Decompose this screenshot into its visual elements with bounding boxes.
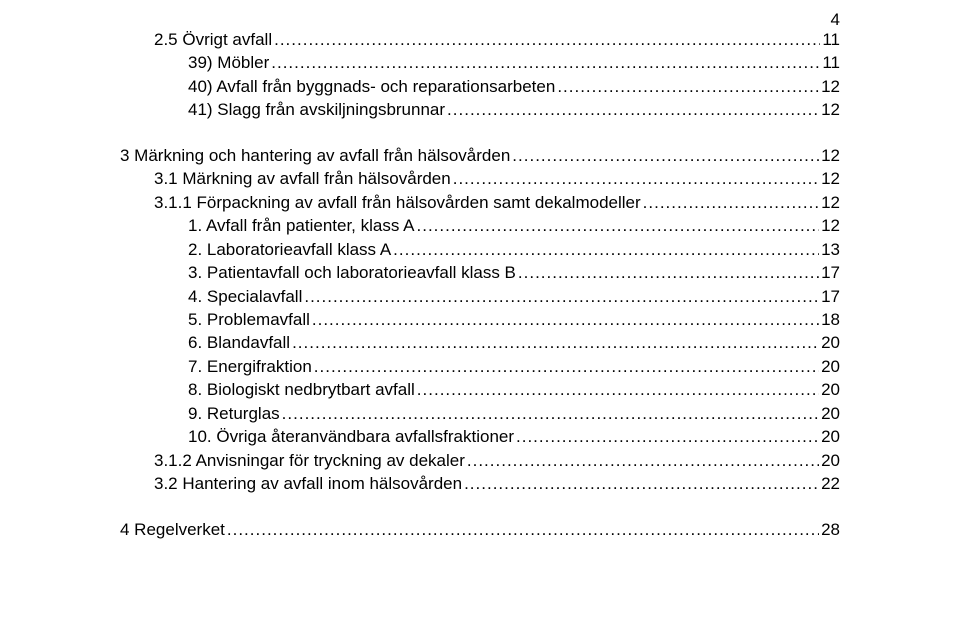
toc-entry-page: 22 <box>821 472 840 495</box>
toc-entry-page: 20 <box>821 331 840 354</box>
toc-entry: 2.5 Övrigt avfall 11 <box>120 28 840 51</box>
toc-entry-label: 10. Övriga återanvändbara avfallsfraktio… <box>188 425 514 448</box>
toc-entry-page: 20 <box>821 449 840 472</box>
toc-entry-page: 28 <box>821 518 840 541</box>
toc-entry-label: 3 Märkning och hantering av avfall från … <box>120 144 510 167</box>
toc-leader-dots <box>393 238 819 261</box>
toc-entry: 3. Patientavfall och laboratorieavfall k… <box>120 261 840 284</box>
toc-entry-page: 12 <box>821 75 840 98</box>
toc-leader-dots <box>417 378 819 401</box>
toc-entry-label: 2.5 Övrigt avfall <box>154 28 272 51</box>
toc-entry-page: 17 <box>821 285 840 308</box>
toc-leader-dots <box>518 261 819 284</box>
toc-spacer <box>120 496 840 518</box>
toc-entry-label: 2. Laboratorieavfall klass A <box>188 238 391 261</box>
toc-entry: 3.2 Hantering av avfall inom hälsovården… <box>120 472 840 495</box>
toc-leader-dots <box>512 144 819 167</box>
toc-entry-label: 3.2 Hantering av avfall inom hälsovården <box>154 472 462 495</box>
toc-entry-page: 18 <box>821 308 840 331</box>
toc-entry-page: 12 <box>821 98 840 121</box>
toc-entry: 2. Laboratorieavfall klass A 13 <box>120 238 840 261</box>
toc-leader-dots <box>516 425 819 448</box>
toc-entry: 40) Avfall från byggnads- och reparation… <box>120 75 840 98</box>
toc-entry: 8. Biologiskt nedbrytbart avfall 20 <box>120 378 840 401</box>
toc-leader-dots <box>227 518 819 541</box>
toc-entry: 39) Möbler 11 <box>120 51 840 74</box>
toc-entry: 3.1.1 Förpackning av avfall från hälsovå… <box>120 191 840 214</box>
toc-leader-dots <box>282 402 819 425</box>
toc-entry-label: 6. Blandavfall <box>188 331 290 354</box>
document-page: 4 2.5 Övrigt avfall 11 39) Möbler 11 40) Avf… <box>0 0 960 640</box>
toc-entry: 5. Problemavfall 18 <box>120 308 840 331</box>
toc-leader-dots <box>643 191 819 214</box>
toc-entry: 7. Energifraktion 20 <box>120 355 840 378</box>
toc-entry: 6. Blandavfall 20 <box>120 331 840 354</box>
toc-entry: 3.1 Märkning av avfall från hälsovården 1… <box>120 167 840 190</box>
toc-entry: 9. Returglas 20 <box>120 402 840 425</box>
toc-leader-dots <box>447 98 819 121</box>
toc-leader-dots <box>312 308 819 331</box>
toc-entry-label: 9. Returglas <box>188 402 280 425</box>
toc-entry-page: 20 <box>821 378 840 401</box>
toc-entry: 4 Regelverket 28 <box>120 518 840 541</box>
toc-leader-dots <box>467 449 819 472</box>
toc-entry: 4. Specialavfall 17 <box>120 285 840 308</box>
toc-entry: 1. Avfall från patienter, klass A 12 <box>120 214 840 237</box>
toc-spacer <box>120 122 840 144</box>
toc-entry-page: 11 <box>822 51 840 74</box>
toc-entry-label: 3.1 Märkning av avfall från hälsovården <box>154 167 451 190</box>
toc-leader-dots <box>292 331 819 354</box>
toc-entry: 41) Slagg från avskiljningsbrunnar 12 <box>120 98 840 121</box>
toc-entry-page: 20 <box>821 402 840 425</box>
toc-entry-label: 8. Biologiskt nedbrytbart avfall <box>188 378 415 401</box>
toc-entry-label: 39) Möbler <box>188 51 269 74</box>
toc-entry-label: 7. Energifraktion <box>188 355 312 378</box>
toc-entry-page: 11 <box>822 28 840 51</box>
toc-leader-dots <box>557 75 819 98</box>
toc-entry-label: 3. Patientavfall och laboratorieavfall k… <box>188 261 516 284</box>
toc-entry: 3.1.2 Anvisningar för tryckning av dekal… <box>120 449 840 472</box>
toc-entry-label: 1. Avfall från patienter, klass A <box>188 214 415 237</box>
toc-entry-page: 17 <box>821 261 840 284</box>
toc-entry-label: 3.1.2 Anvisningar för tryckning av dekal… <box>154 449 465 472</box>
toc-entry-page: 13 <box>821 238 840 261</box>
toc-entry-label: 41) Slagg från avskiljningsbrunnar <box>188 98 445 121</box>
toc-leader-dots <box>304 285 819 308</box>
toc-entry-page: 12 <box>821 214 840 237</box>
toc-entry-page: 20 <box>821 355 840 378</box>
toc-entry-label: 4 Regelverket <box>120 518 225 541</box>
toc-leader-dots <box>453 167 819 190</box>
toc-entry: 10. Övriga återanvändbara avfallsfraktio… <box>120 425 840 448</box>
toc-entry-label: 4. Specialavfall <box>188 285 302 308</box>
toc-entry-page: 20 <box>821 425 840 448</box>
toc-entry-page: 12 <box>821 144 840 167</box>
page-number: 4 <box>831 10 840 30</box>
toc-entry-label: 5. Problemavfall <box>188 308 310 331</box>
toc-leader-dots <box>274 28 820 51</box>
toc-entry-page: 12 <box>821 167 840 190</box>
toc-leader-dots <box>271 51 820 74</box>
toc-leader-dots <box>464 472 819 495</box>
toc-leader-dots <box>417 214 820 237</box>
toc-leader-dots <box>314 355 819 378</box>
table-of-contents: 2.5 Övrigt avfall 11 39) Möbler 11 40) Avfal… <box>120 28 840 541</box>
toc-entry: 3 Märkning och hantering av avfall från … <box>120 144 840 167</box>
toc-entry-label: 40) Avfall från byggnads- och reparation… <box>188 75 555 98</box>
toc-entry-page: 12 <box>821 191 840 214</box>
toc-entry-label: 3.1.1 Förpackning av avfall från hälsovå… <box>154 191 641 214</box>
